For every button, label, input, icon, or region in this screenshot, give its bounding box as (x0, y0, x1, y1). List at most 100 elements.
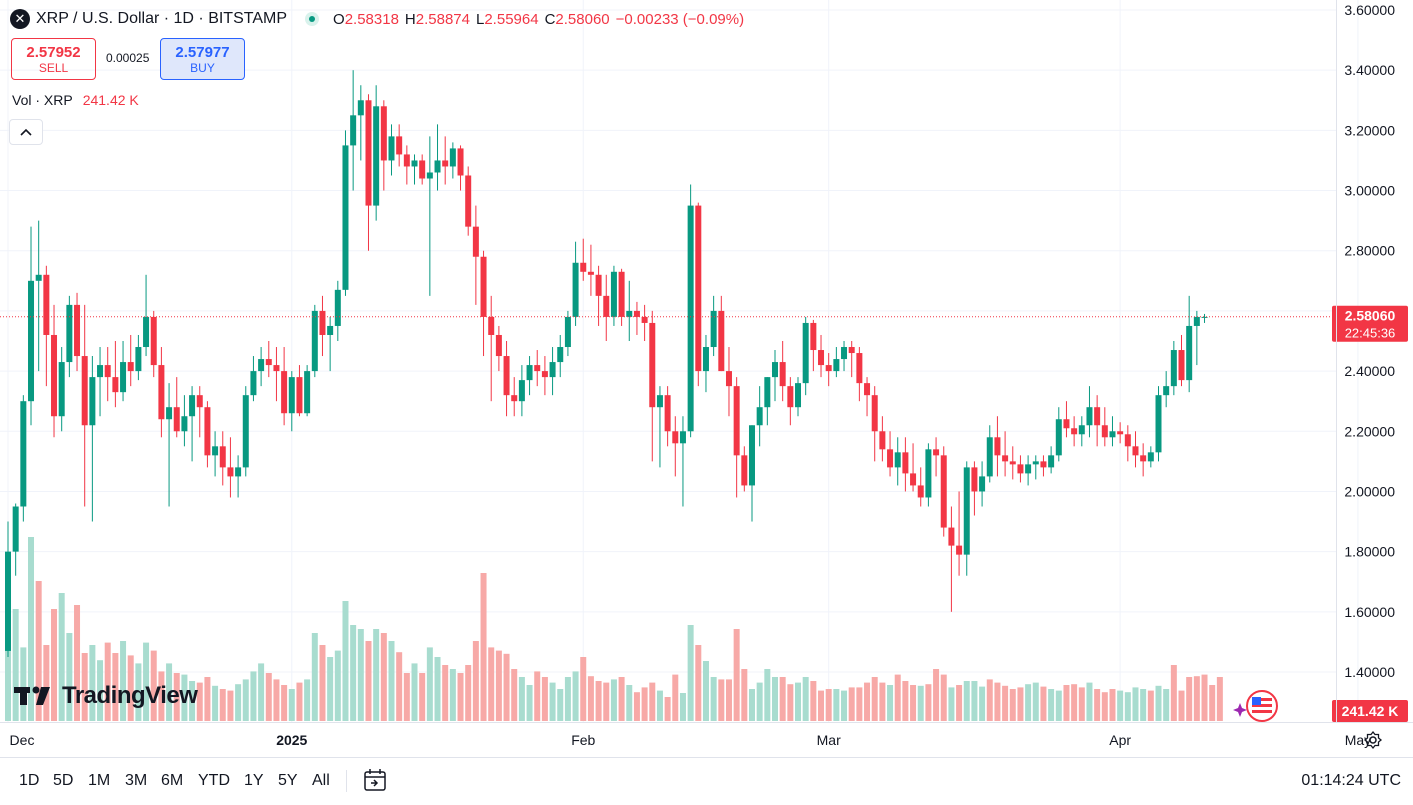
price-tick-label: 2.20000 (1344, 423, 1395, 439)
xrp-icon[interactable]: ✕ (10, 9, 30, 29)
candle-body (81, 356, 88, 426)
volume-bar (1063, 685, 1070, 721)
range-3m-button[interactable]: 3M (125, 772, 148, 789)
volume-bar (135, 663, 142, 721)
volume-bar (166, 663, 173, 721)
candle-body (281, 371, 288, 414)
gear-icon[interactable] (1363, 730, 1383, 750)
toolbar-divider (346, 770, 347, 792)
buy-button[interactable]: 2.57977 BUY (160, 38, 245, 80)
candle (365, 94, 372, 251)
candle (526, 356, 533, 396)
range-6m-button[interactable]: 6M (161, 772, 184, 789)
candle-body (380, 106, 387, 161)
price-tick-label: 1.60000 (1344, 604, 1395, 620)
candle-body (189, 395, 196, 417)
candles (5, 70, 1208, 657)
candle-body (748, 425, 755, 486)
calendar-goto-icon[interactable] (363, 768, 389, 792)
candle (1117, 422, 1124, 444)
candle-body (856, 353, 863, 384)
candle (595, 265, 602, 326)
volume-bar (833, 689, 840, 721)
candle (342, 130, 349, 296)
candle (1155, 386, 1162, 462)
candle (250, 356, 257, 402)
candle (426, 136, 433, 296)
volume-bar (426, 647, 433, 721)
candle (948, 506, 955, 612)
candle (864, 377, 871, 417)
volume-bar (633, 692, 640, 721)
volume-bar (43, 645, 50, 721)
high-value: 2.58874 (415, 10, 470, 28)
utc-clock[interactable]: 01:14:24 UTC (1301, 772, 1401, 789)
candle-body (495, 334, 502, 357)
volume-bar (1178, 690, 1185, 721)
candle (718, 295, 725, 372)
candle (764, 377, 771, 426)
open-label: O (333, 10, 345, 28)
volume-bar (587, 676, 594, 721)
time-tick-label: 2025 (276, 732, 307, 748)
volume-bar (189, 681, 196, 721)
range-ytd-button[interactable]: YTD (198, 772, 230, 789)
candle-body (1155, 395, 1162, 453)
candle (173, 377, 180, 438)
candle-body (288, 377, 295, 414)
range-1d-button[interactable]: 1D (19, 772, 40, 789)
candle-body (649, 322, 656, 408)
volume-bar (1163, 689, 1170, 721)
symbol-title[interactable]: XRP / U.S. Dollar · 1D · BITSTAMP (36, 10, 288, 27)
candle-body (20, 401, 27, 507)
candle-body (610, 271, 617, 317)
volume-bar (649, 682, 656, 721)
market-status-icon[interactable] (305, 12, 320, 26)
candle-body (1040, 461, 1047, 468)
volume-bar (350, 625, 357, 721)
volume-bar (541, 677, 548, 721)
volume-bar (557, 689, 564, 721)
us-flag-icon[interactable] (1246, 690, 1278, 722)
collapse-legend-button[interactable] (9, 119, 43, 145)
volume-bar (779, 677, 786, 721)
volume-bar (1193, 676, 1200, 721)
volume-bar (296, 682, 303, 721)
candle (672, 416, 679, 477)
candle (204, 401, 211, 468)
candle (503, 341, 510, 417)
sell-button[interactable]: 2.57952 SELL (11, 38, 96, 80)
candle (242, 386, 249, 477)
volume-bar (810, 681, 817, 721)
range-1m-button[interactable]: 1M (88, 772, 111, 789)
candle-body (503, 356, 510, 396)
volume-bar (818, 690, 825, 721)
candlestick-chart[interactable]: 3.600003.400003.200003.000002.800002.600… (0, 0, 1413, 757)
volume-bar (127, 655, 134, 721)
volume-bar (518, 677, 525, 721)
candle (879, 416, 886, 462)
range-all-button[interactable]: All (312, 772, 330, 789)
volume-bar (472, 641, 479, 721)
candle (534, 350, 541, 387)
range-5d-button[interactable]: 5D (53, 772, 74, 789)
countdown-label: 22:45:36 (1345, 326, 1396, 341)
range-1y-button[interactable]: 1Y (244, 772, 264, 789)
volume-bar (864, 682, 871, 721)
price-axis[interactable] (1336, 0, 1413, 722)
volume-bar (1040, 686, 1047, 721)
range-5y-button[interactable]: 5Y (278, 772, 298, 789)
volume-bar (572, 671, 579, 721)
candle-body (564, 316, 571, 348)
volume-bar (1117, 690, 1124, 721)
volume-legend[interactable]: Vol · XRP 241.42 K (12, 92, 139, 108)
price-tick-label: 3.20000 (1344, 122, 1395, 138)
volume-bar (1094, 689, 1101, 721)
volume-label: Vol · XRP (12, 92, 73, 108)
candle-body (465, 175, 472, 227)
volume-bar (1132, 687, 1139, 721)
candle (1124, 425, 1131, 462)
volume-bar (1124, 692, 1131, 721)
candle-body (235, 467, 242, 477)
tradingview-logo[interactable]: TradingView (14, 682, 198, 710)
